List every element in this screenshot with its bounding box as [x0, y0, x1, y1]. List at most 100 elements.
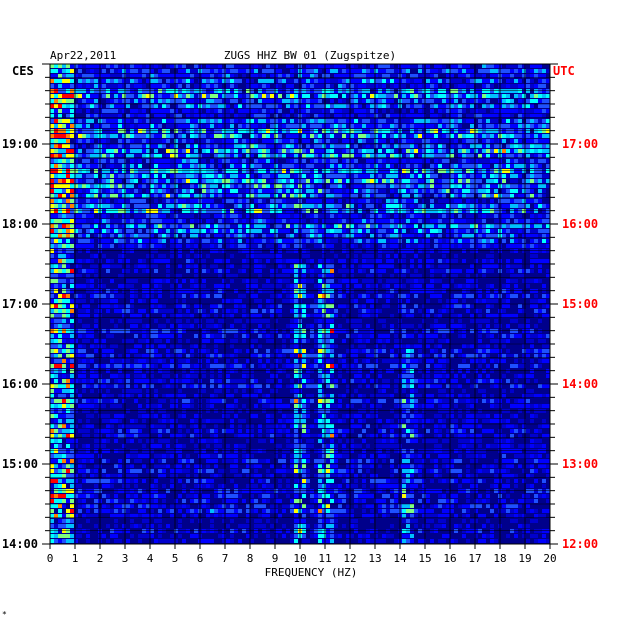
heatmap-cell — [486, 244, 490, 248]
heatmap-cell — [378, 114, 382, 118]
heatmap-cell — [214, 239, 218, 243]
heatmap-cell — [406, 194, 410, 198]
heatmap-cell — [170, 239, 174, 243]
heatmap-cell — [242, 114, 246, 118]
heatmap-cell — [50, 79, 54, 83]
heatmap-cell — [462, 129, 466, 133]
heatmap-cell — [242, 109, 246, 113]
heatmap-cell — [490, 269, 494, 273]
heatmap-cell — [422, 89, 426, 93]
heatmap-cell — [402, 129, 406, 133]
heatmap-cell — [174, 174, 178, 178]
heatmap-cell — [142, 114, 146, 118]
heatmap-cell — [370, 159, 374, 163]
heatmap-cell — [354, 94, 358, 98]
heatmap-cell — [502, 194, 506, 198]
heatmap-cell — [494, 154, 498, 158]
heatmap-cell — [122, 134, 126, 138]
heatmap-cell — [466, 159, 470, 163]
heatmap-cell — [450, 134, 454, 138]
heatmap-cell — [326, 244, 330, 248]
heatmap-cell — [318, 284, 322, 288]
heatmap-cell — [522, 249, 526, 253]
heatmap-cell — [246, 149, 250, 153]
heatmap-cell — [206, 104, 210, 108]
heatmap-cell — [382, 219, 386, 223]
heatmap-cell — [466, 209, 470, 213]
heatmap-cell — [58, 134, 62, 138]
heatmap-cell — [174, 134, 178, 138]
heatmap-cell — [486, 154, 490, 158]
heatmap-cell — [530, 179, 534, 183]
heatmap-cell — [518, 184, 522, 188]
heatmap-cell — [130, 199, 134, 203]
heatmap-cell — [94, 164, 98, 168]
heatmap-cell — [330, 179, 334, 183]
heatmap-cell — [290, 109, 294, 113]
heatmap-cell — [306, 164, 310, 168]
heatmap-cell — [542, 214, 546, 218]
heatmap-cell — [530, 269, 534, 273]
heatmap-cell — [274, 239, 278, 243]
heatmap-cell — [506, 194, 510, 198]
heatmap-cell — [510, 269, 514, 273]
heatmap-cell — [434, 79, 438, 83]
heatmap-cell — [142, 214, 146, 218]
heatmap-cell — [462, 144, 466, 148]
heatmap-cell — [538, 269, 542, 273]
heatmap-cell — [102, 89, 106, 93]
heatmap-cell — [82, 224, 86, 228]
heatmap-cell — [410, 179, 414, 183]
heatmap-cell — [86, 179, 90, 183]
heatmap-cell — [138, 74, 142, 78]
heatmap-cell — [314, 114, 318, 118]
heatmap-cell — [254, 194, 258, 198]
heatmap-cell — [374, 99, 378, 103]
heatmap-cell — [318, 69, 322, 73]
heatmap-cell — [342, 119, 346, 123]
heatmap-cell — [222, 134, 226, 138]
heatmap-cell — [462, 184, 466, 188]
heatmap-cell — [446, 79, 450, 83]
heatmap-cell — [274, 214, 278, 218]
heatmap-cell — [338, 219, 342, 223]
heatmap-cell — [546, 94, 550, 98]
heatmap-cell — [526, 84, 530, 88]
heatmap-cell — [278, 129, 282, 133]
heatmap-cell — [130, 234, 134, 238]
heatmap-cell — [454, 239, 458, 243]
heatmap-cell — [514, 149, 518, 153]
heatmap-cell — [470, 134, 474, 138]
heatmap-cell — [94, 124, 98, 128]
heatmap-cell — [86, 94, 90, 98]
heatmap-cell — [374, 229, 378, 233]
heatmap-cell — [454, 229, 458, 233]
heatmap-cell — [102, 129, 106, 133]
heatmap-cell — [194, 294, 198, 298]
heatmap-cell — [542, 74, 546, 78]
heatmap-cell — [538, 129, 542, 133]
heatmap-cell — [346, 224, 350, 228]
heatmap-cell — [454, 134, 458, 138]
heatmap-cell — [118, 259, 122, 263]
heatmap-cell — [226, 99, 230, 103]
heatmap-cell — [242, 104, 246, 108]
heatmap-cell — [74, 169, 78, 173]
heatmap-cell — [106, 124, 110, 128]
heatmap-cell — [442, 244, 446, 248]
heatmap-cell — [286, 159, 290, 163]
heatmap-cell — [470, 184, 474, 188]
heatmap-cell — [106, 134, 110, 138]
heatmap-cell — [522, 109, 526, 113]
heatmap-cell — [78, 79, 82, 83]
heatmap-cell — [442, 139, 446, 143]
heatmap-cell — [302, 219, 306, 223]
heatmap-cell — [258, 104, 262, 108]
heatmap-cell — [106, 189, 110, 193]
heatmap-cell — [330, 184, 334, 188]
heatmap-cell — [258, 204, 262, 208]
heatmap-cell — [270, 69, 274, 73]
heatmap-cell — [218, 159, 222, 163]
heatmap-cell — [386, 209, 390, 213]
heatmap-cell — [486, 264, 490, 268]
